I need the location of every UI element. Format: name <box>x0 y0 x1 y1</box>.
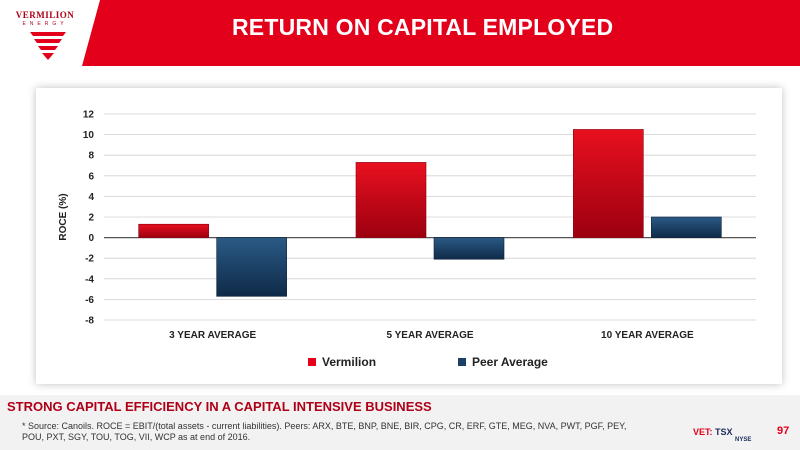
logo-wordmark: VERMILION <box>15 10 75 20</box>
legend-swatch <box>308 358 316 366</box>
logo-chevron-icon <box>30 32 66 60</box>
footer-band <box>0 395 800 450</box>
y-tick-label: 8 <box>88 151 94 162</box>
bar <box>651 216 722 238</box>
y-tick-label: 10 <box>83 130 95 141</box>
legend-swatch <box>458 358 466 366</box>
exchange-listing: VET: TSX <box>693 427 733 437</box>
nyse-label: NYSE <box>735 437 752 443</box>
y-tick-label: -8 <box>85 316 94 327</box>
x-tick-label: 3 YEAR AVERAGE <box>169 330 256 341</box>
y-tick-label: 2 <box>88 213 94 224</box>
x-tick-label: 5 YEAR AVERAGE <box>386 330 473 341</box>
bar <box>573 129 644 238</box>
roce-bar-chart: 12 10 8 6 4 2 0 -2 -4 -6 -8 ROCE (%) 3 YEAR AVERAGE 5… <box>58 110 756 369</box>
tsx-label: TSX <box>715 427 733 437</box>
bar <box>433 237 505 260</box>
source-footnote: * Source: Canoils. ROCE = EBIT/(total as… <box>22 421 627 442</box>
bar <box>216 237 287 297</box>
legend-label: Vermilion <box>322 355 376 369</box>
y-axis-label: ROCE (%) <box>58 193 69 240</box>
y-tick-label: 12 <box>83 110 95 121</box>
header-bar: VERMILION ENERGY RETURN ON CAPITAL EMPLO… <box>0 0 800 66</box>
y-tick-label: -6 <box>85 295 94 306</box>
y-tick-label: 0 <box>88 233 94 244</box>
y-tick-label: -2 <box>85 254 94 265</box>
bar <box>138 223 209 238</box>
logo-subtext: ENERGY <box>22 21 68 27</box>
x-tick-label: 10 YEAR AVERAGE <box>601 330 694 341</box>
y-tick-label: 4 <box>88 192 94 203</box>
slide-subtitle: STRONG CAPITAL EFFICIENCY IN A CAPITAL I… <box>7 399 432 414</box>
legend-label: Peer Average <box>472 355 548 369</box>
y-tick-label: 6 <box>88 171 94 182</box>
page-title: RETURN ON CAPITAL EMPLOYED <box>232 14 614 40</box>
chart-panel: 12 10 8 6 4 2 0 -2 -4 -6 -8 ROCE (%) 3 YEAR AVERAGE 5… <box>36 88 782 384</box>
bar <box>355 162 427 238</box>
ticker-label: VET: <box>693 427 713 437</box>
vermilion-logo: VERMILION ENERGY <box>0 0 100 66</box>
page-number: 97 <box>777 425 790 437</box>
y-tick-label: -4 <box>85 274 94 285</box>
